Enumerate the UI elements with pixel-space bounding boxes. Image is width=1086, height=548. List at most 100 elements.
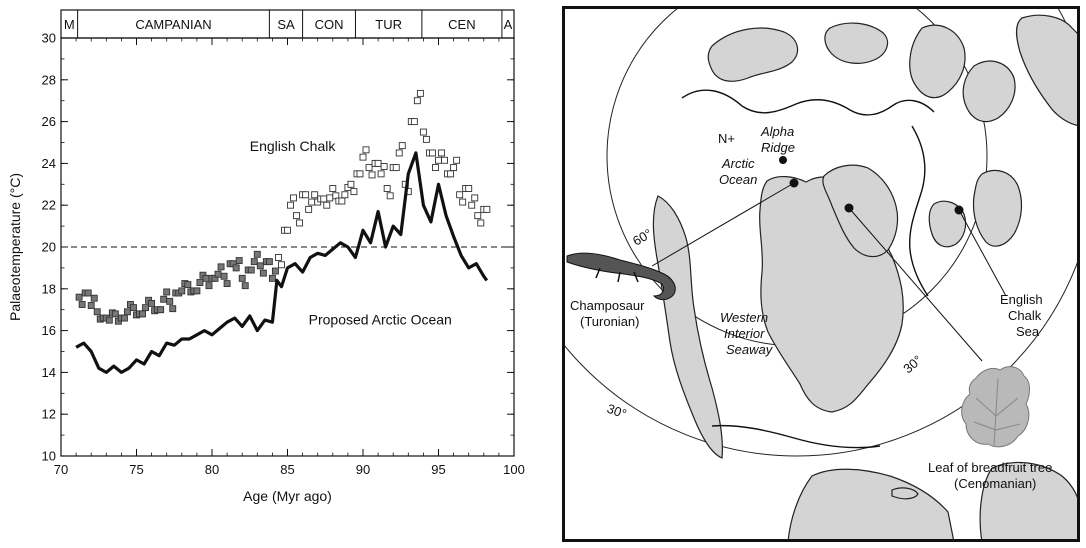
english-chalk-point — [432, 164, 439, 172]
english-chalk-point — [120, 314, 128, 322]
arctic-coastline — [681, 89, 935, 116]
north-pole-label: N+ — [718, 131, 735, 146]
palaeotemperature-chart: M CAMPANIAN SA CON TUR CEN A 70 75 80 85 90 95 100 10 1… — [7, 9, 525, 504]
english-chalk-point — [287, 201, 294, 209]
english-chalk-point — [111, 310, 119, 318]
stage-label-con: CON — [315, 17, 344, 32]
eastern-coastline — [908, 125, 929, 297]
english-chalk-point — [250, 258, 258, 266]
english-chalk-point — [450, 164, 458, 172]
champosaur-label-2: (Turonian) — [580, 314, 639, 329]
english-chalk-point — [447, 170, 455, 178]
arctic-ocean-line — [75, 151, 489, 374]
english-chalk-point — [284, 226, 291, 234]
english-chalk-point — [441, 156, 448, 164]
english-chalk-point — [87, 302, 95, 309]
english-chalk-point — [302, 191, 310, 199]
english-chalk-point — [142, 304, 150, 312]
english-chalk-point — [308, 198, 316, 206]
scandinavia-landmass — [962, 60, 1016, 123]
english-chalk-point — [323, 201, 331, 209]
y-tick-label: 10 — [42, 449, 56, 464]
leaf-label-2: (Cenomanian) — [954, 476, 1036, 491]
europe-landmass — [909, 24, 966, 99]
english-chalk-point — [217, 263, 225, 271]
english-chalk-point — [456, 191, 464, 199]
seaway-label-1: Western — [720, 310, 768, 325]
english-chalk-point — [392, 164, 400, 172]
map-frame — [562, 6, 1080, 542]
english-chalk-point — [398, 142, 406, 150]
english-chalk-point — [247, 266, 255, 274]
english-chalk-point — [413, 97, 421, 105]
y-tick-label: 18 — [42, 281, 56, 296]
english-chalk-point — [410, 118, 418, 126]
stage-label-tur: TUR — [375, 17, 402, 32]
stage-label-cen: CEN — [448, 17, 475, 32]
english-chalk-point — [395, 149, 403, 157]
north-arctic-island-landmass — [824, 22, 889, 64]
english-chalk-point — [232, 264, 240, 272]
y-tick-label: 14 — [42, 365, 56, 380]
y-tick-label: 24 — [42, 156, 56, 171]
y-tick-label: 30 — [42, 31, 56, 46]
english-chalk-point — [377, 170, 385, 178]
english-chalk-point — [347, 180, 355, 188]
greenland-landmass — [822, 164, 899, 258]
english-chalk-point — [169, 305, 177, 313]
english-chalk-point — [274, 253, 282, 261]
english-chalk-point — [220, 272, 228, 280]
y-tick-label: 26 — [42, 114, 56, 129]
english-chalk-point — [278, 261, 285, 269]
english-chalk-point — [311, 191, 319, 199]
chalk-sea-label-3: Sea — [1016, 324, 1040, 339]
x-tick-label: 90 — [356, 462, 370, 477]
english-chalk-point — [471, 194, 479, 202]
english-chalk-point — [329, 185, 337, 192]
x-tick-label: 80 — [205, 462, 219, 477]
english-chalk-point — [419, 128, 427, 136]
english-chalk-point — [416, 89, 424, 97]
english-chalk-point — [130, 304, 137, 312]
english-chalk-point — [422, 135, 430, 143]
western-europe-landmass — [972, 169, 1023, 247]
arctic-ocean-label-1: Arctic — [721, 156, 755, 171]
western-cordillera-landmass — [652, 195, 723, 459]
english-chalk-point — [148, 299, 156, 307]
english-chalk-point — [374, 159, 382, 167]
asia-landmass — [1015, 14, 1080, 127]
english-chalk-point — [160, 295, 168, 303]
y-tick-label: 16 — [42, 323, 56, 338]
english-chalk-point — [157, 306, 165, 314]
english-chalk-point — [383, 185, 391, 192]
english-chalk-point — [75, 293, 83, 301]
y-tick-label: 20 — [42, 240, 56, 255]
english-chalk-point — [341, 191, 349, 199]
english-chalk-point — [320, 195, 328, 203]
english-chalk-point — [105, 316, 113, 324]
english-chalk-point — [438, 149, 445, 157]
english-chalk-point — [293, 212, 301, 220]
breadfruit-leader — [848, 207, 983, 362]
arctic-ocean-label-2: Ocean — [719, 172, 757, 187]
english-chalk-point — [205, 282, 213, 290]
x-tick-label: 85 — [280, 462, 294, 477]
english-chalk-point — [271, 267, 279, 275]
english-chalk-point — [338, 197, 346, 205]
english-chalk-point — [196, 279, 204, 286]
english-chalk-point — [435, 156, 442, 164]
english-chalk-point — [350, 188, 358, 196]
english-chalk-point — [241, 282, 249, 290]
english-chalk-point — [163, 288, 171, 296]
english-chalk-point — [368, 171, 376, 179]
breadfruit-leaf-illustration — [961, 366, 1030, 448]
english-chalk-point — [139, 310, 146, 318]
english-chalk-point — [459, 198, 467, 206]
caribbean-island-landmass — [891, 487, 919, 500]
english-chalk-annotation: English Chalk — [250, 138, 337, 154]
english-chalk-point — [214, 270, 222, 278]
y-tick-label: 28 — [42, 72, 56, 87]
leaf-label-1: Leaf of breadfruit tree — [928, 460, 1052, 475]
english-chalk-point — [178, 287, 186, 295]
latitude-30-circle — [562, 6, 1080, 457]
